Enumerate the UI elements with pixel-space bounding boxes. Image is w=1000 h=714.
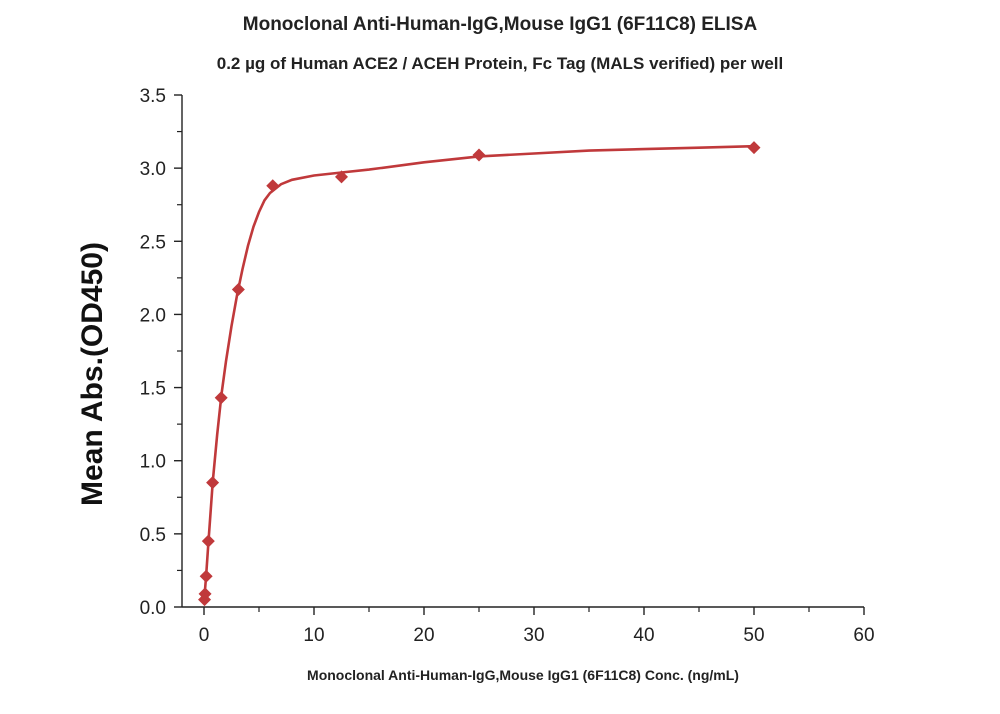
x-tick-label: 60 bbox=[853, 625, 874, 646]
y-tick-label: 0.5 bbox=[140, 525, 166, 546]
x-tick-label: 50 bbox=[743, 625, 764, 646]
y-tick-label: 2.0 bbox=[140, 305, 166, 326]
y-tick-label: 1.5 bbox=[140, 379, 166, 400]
x-tick-label: 0 bbox=[199, 625, 210, 646]
x-axis-label: Monoclonal Anti-Human-IgG,Mouse IgG1 (6F… bbox=[307, 667, 739, 683]
y-tick-label: 1.0 bbox=[140, 452, 166, 473]
data-point bbox=[335, 170, 348, 184]
y-tick-label: 3.5 bbox=[140, 86, 166, 107]
y-tick-label: 2.5 bbox=[140, 232, 166, 253]
data-point bbox=[472, 148, 486, 162]
data-point bbox=[214, 391, 228, 405]
data-point bbox=[747, 141, 761, 155]
y-tick-label: 3.0 bbox=[140, 159, 166, 180]
y-axis-label: Mean Abs.(OD450) bbox=[76, 242, 109, 506]
x-tick-label: 30 bbox=[523, 625, 544, 646]
data-point bbox=[206, 476, 220, 490]
axes: 0.0 0.5 1.0 1.5 2.0 2.5 3.0 3.5 0 10 20 30 40 50 60 bbox=[140, 86, 875, 646]
data-point bbox=[266, 179, 280, 193]
y-tick-label: 0.0 bbox=[140, 598, 166, 619]
data-point bbox=[198, 587, 212, 601]
data-point bbox=[231, 283, 245, 297]
data-point bbox=[199, 569, 213, 583]
data-points bbox=[198, 141, 761, 607]
x-tick-label: 10 bbox=[303, 625, 324, 646]
data-point bbox=[201, 534, 215, 548]
chart-subtitle: 0.2 µg of Human ACE2 / ACEH Protein, Fc … bbox=[216, 54, 784, 73]
x-tick-label: 40 bbox=[633, 625, 654, 646]
x-tick-label: 20 bbox=[413, 625, 434, 646]
chart-title: Monoclonal Anti-Human-IgG,Mouse IgG1 (6F… bbox=[242, 14, 758, 35]
fit-curve bbox=[202, 144, 755, 603]
